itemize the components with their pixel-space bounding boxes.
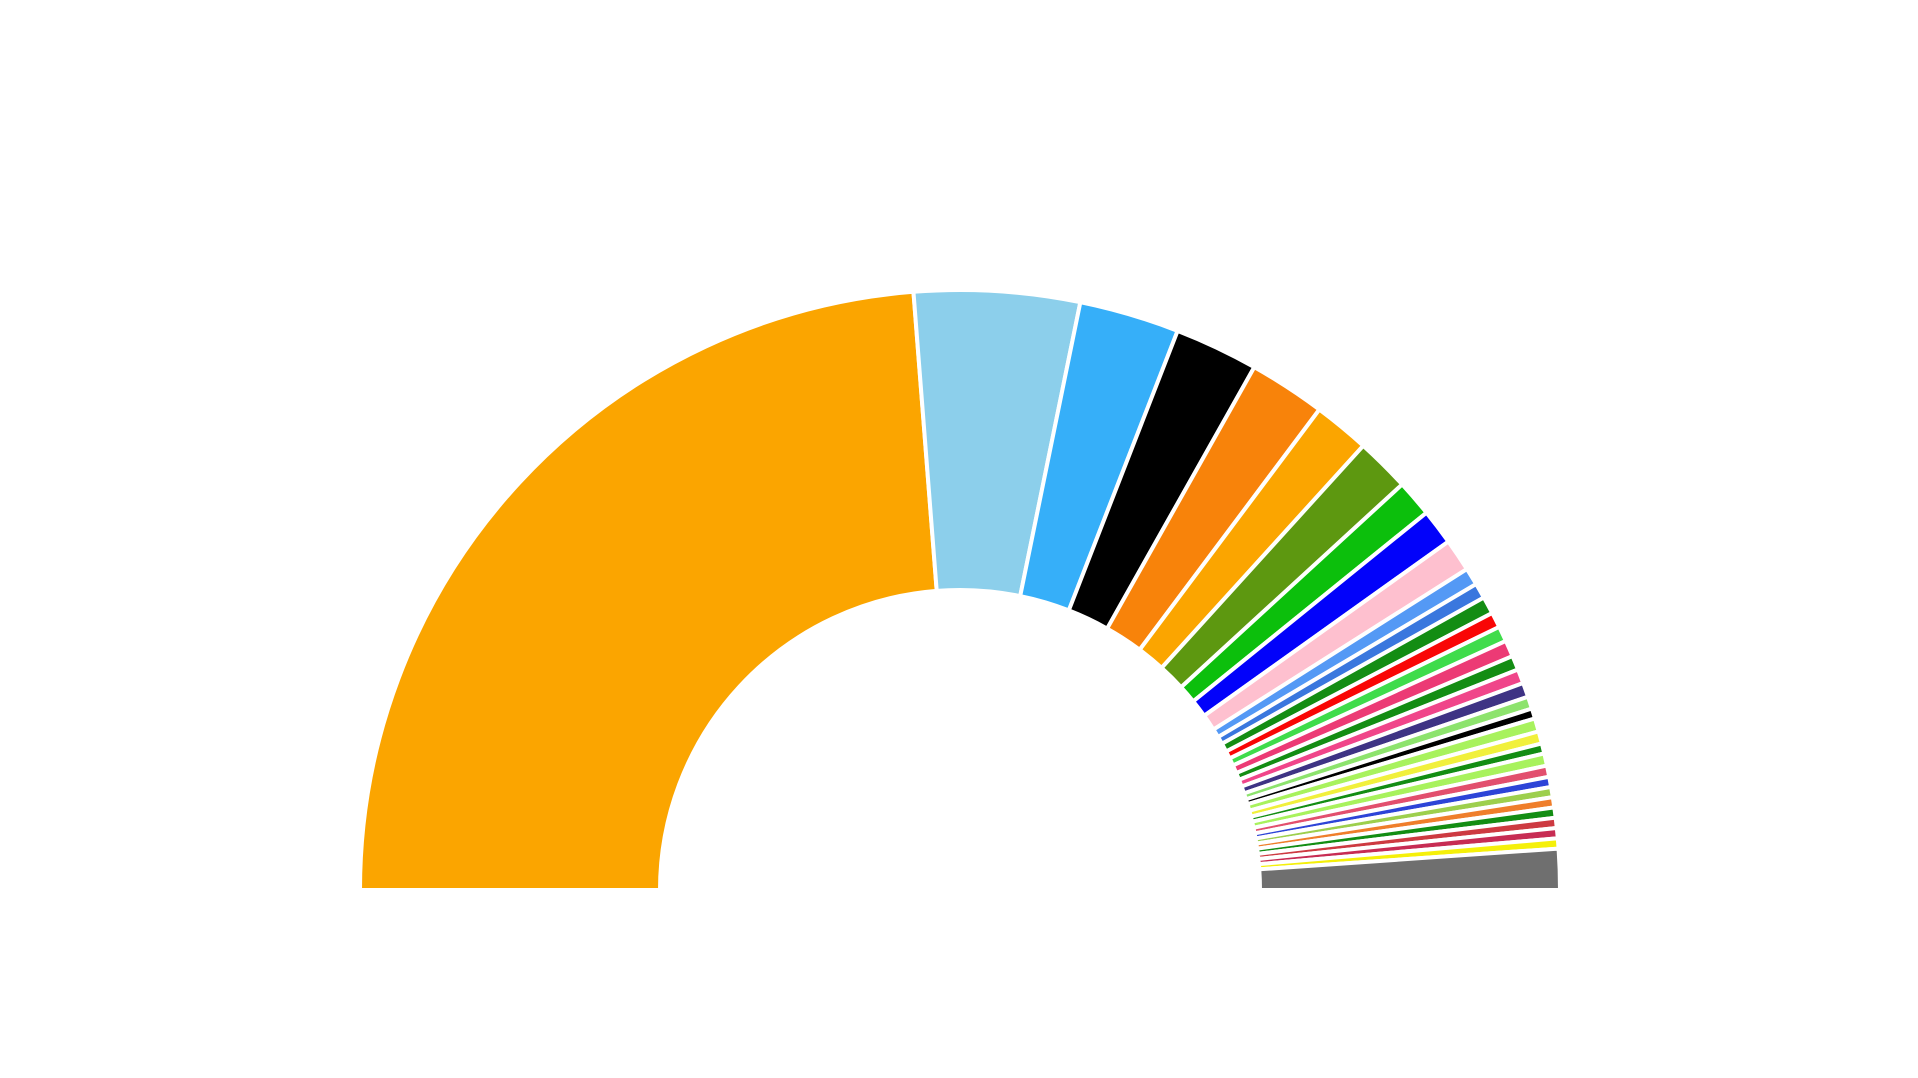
chart-slices	[357, 288, 1563, 892]
chart-slice-1	[357, 289, 939, 892]
chart-slice-34	[1257, 846, 1563, 892]
